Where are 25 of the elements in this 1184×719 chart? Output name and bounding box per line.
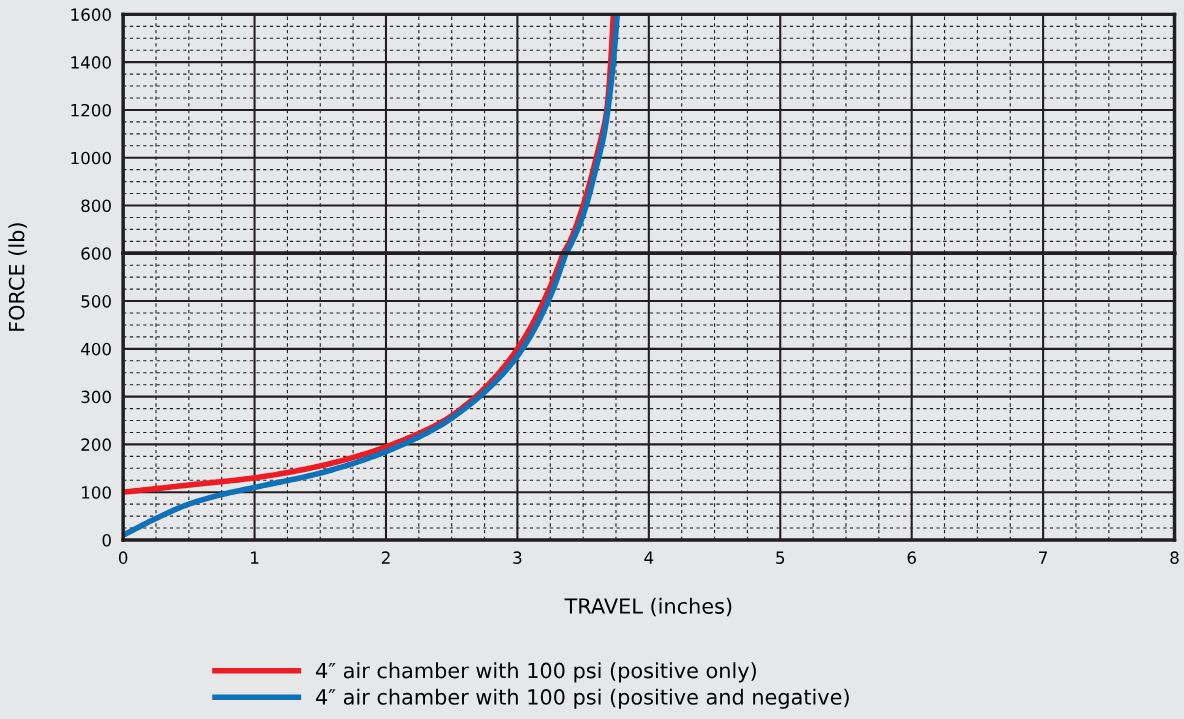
x-tick-label: 6 bbox=[907, 551, 916, 564]
x-tick-label: 3 bbox=[513, 551, 522, 564]
y-tick-label: 300 bbox=[81, 390, 111, 404]
y-tick-label: 600 bbox=[81, 247, 111, 260]
x-tick-label: 2 bbox=[381, 551, 390, 564]
x-tick-label: 0 bbox=[118, 551, 128, 564]
x-tick-label: 4 bbox=[644, 551, 654, 564]
x-tick-label: 1 bbox=[251, 551, 259, 564]
y-tick-label: 800 bbox=[81, 199, 111, 213]
legend-label: 4″ air chamber with 100 psi (positive only) bbox=[316, 662, 756, 683]
x-tick-label: 8 bbox=[1170, 551, 1179, 564]
y-tick-label: 1200 bbox=[71, 103, 111, 117]
y-tick-label: 500 bbox=[81, 295, 111, 308]
y-tick-label: 1000 bbox=[71, 151, 111, 165]
x-tick-label: 7 bbox=[1039, 551, 1047, 564]
x-axis-title: TRAVEL (inches) bbox=[564, 597, 732, 617]
y-tick-label: 100 bbox=[82, 486, 111, 499]
y-tick-label: 200 bbox=[81, 438, 111, 451]
y-tick-label: 1600 bbox=[71, 8, 111, 21]
x-tick-label: 5 bbox=[776, 551, 785, 564]
y-tick-label: 0 bbox=[102, 533, 111, 547]
legend-label: 4″ air chamber with 100 psi (positive and negative) bbox=[316, 688, 849, 709]
y-tick-label: 400 bbox=[81, 342, 111, 356]
y-axis-title: FORCE (lb) bbox=[8, 223, 27, 331]
y-tick-label: 1400 bbox=[71, 56, 111, 69]
